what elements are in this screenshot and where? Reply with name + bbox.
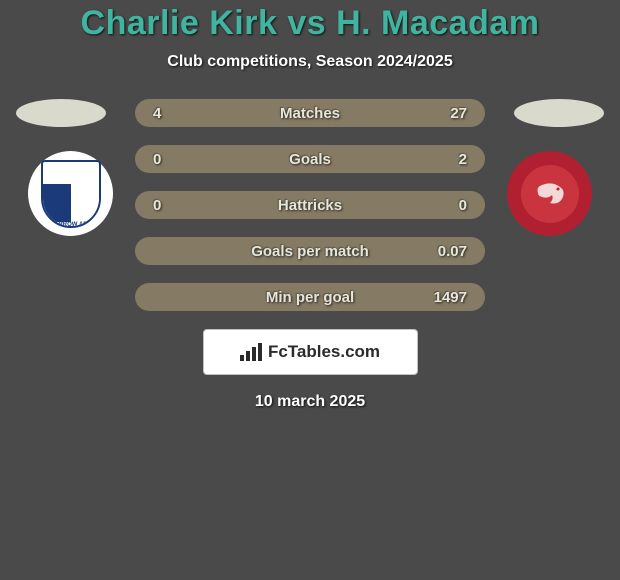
stat-left-value: 4: [153, 105, 193, 122]
stat-right-value: 0.07: [427, 243, 467, 260]
club-badge-left: BARROW AFC: [28, 151, 113, 236]
stat-right-value: 27: [427, 105, 467, 122]
brand-text: FcTables.com: [268, 342, 380, 362]
stat-left-value: 0: [153, 197, 193, 214]
brand-box[interactable]: FcTables.com: [203, 329, 418, 375]
page-title: Charlie Kirk vs H. Macadam: [0, 4, 620, 43]
stat-row: 0 Hattricks 0: [135, 191, 485, 219]
stat-right-value: 2: [427, 151, 467, 168]
stat-row: 4 Matches 27: [135, 99, 485, 127]
stat-row: Min per goal 1497: [135, 283, 485, 311]
stat-label: Min per goal: [266, 289, 354, 306]
comparison-card: Charlie Kirk vs H. Macadam Club competit…: [0, 0, 620, 580]
stat-label: Matches: [280, 105, 340, 122]
stats-list: 4 Matches 27 0 Goals 2 0 Hattricks 0 Goa…: [135, 99, 485, 311]
stat-left-value: 0: [153, 151, 193, 168]
content-area: BARROW AFC 4 Matches 27 0 Goal: [0, 99, 620, 411]
stat-label: Goals: [289, 151, 331, 168]
stat-row: Goals per match 0.07: [135, 237, 485, 265]
club-badge-right: [507, 151, 592, 236]
stat-right-value: 0: [427, 197, 467, 214]
club-abbr-left: BARROW AFC: [43, 222, 99, 228]
date-text: 10 march 2025: [0, 393, 620, 411]
badge-inner: [521, 165, 579, 223]
circle-badge-icon: [507, 151, 592, 236]
player-avatar-left: [16, 99, 106, 127]
stat-label: Goals per match: [251, 243, 369, 260]
shrimp-icon: [532, 179, 568, 209]
bar-chart-icon: [240, 343, 262, 361]
stat-right-value: 1497: [427, 289, 467, 306]
stat-row: 0 Goals 2: [135, 145, 485, 173]
stat-label: Hattricks: [278, 197, 342, 214]
shield-icon: BARROW AFC: [41, 160, 101, 228]
subtitle: Club competitions, Season 2024/2025: [0, 53, 620, 71]
player-avatar-right: [514, 99, 604, 127]
